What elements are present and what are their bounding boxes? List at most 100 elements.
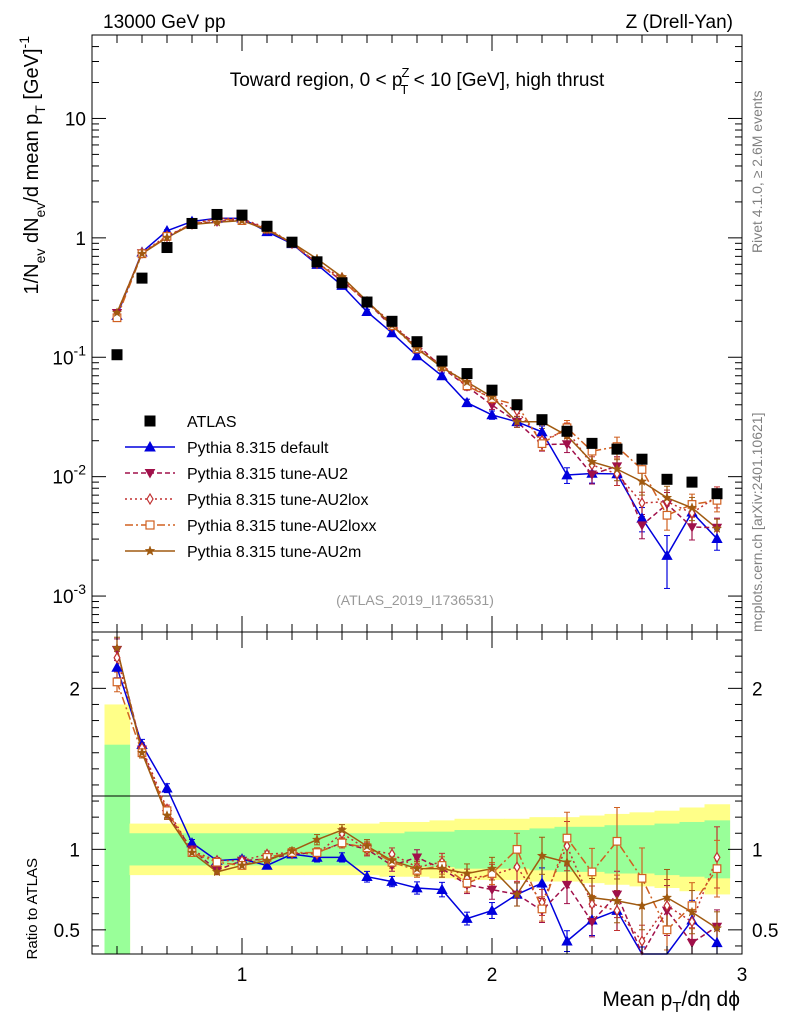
atlas-data-point [411,336,423,348]
atlas-data-point [336,277,348,289]
ratio-data-point [136,747,148,758]
x-axis-label: Mean pT/dη dϕ [602,988,740,1016]
y-label-part: T [32,105,48,114]
y-tick-label: 10-3 [52,581,86,608]
atlas-data-point [211,208,223,220]
ratio-data-point [113,651,121,664]
atlas-data-point [136,272,148,284]
title-text-lead: Toward region, 0 < p [230,70,403,91]
ratio-data-point [661,892,673,903]
ratio-data-point [486,904,498,915]
ratio-tick-label-right: 2 [752,679,763,700]
y-tick-exponent: -3 [74,581,87,597]
main-data-point [561,469,573,480]
ratio-data-point [686,906,698,917]
main-data-point [561,440,573,450]
ratio-data-point [511,888,523,899]
title-text-rest: < 10 [GeV], high thrust [408,70,605,91]
ratio-data-point [486,863,498,874]
atlas-data-point [261,220,273,232]
y-tick-base: 10 [52,348,73,369]
atlas-data-point [486,384,498,396]
ratio-data-point [411,882,423,893]
atlas-data-point [111,349,123,361]
ratio-data-point [111,661,123,672]
uncertainty-band-inner [654,823,681,876]
ratio-data-point [436,863,448,874]
ratio-tick-label: 2 [69,679,80,700]
ratio-markers [111,642,723,949]
ratio-data-point [211,866,223,877]
y-tick-exponent: -1 [74,342,87,358]
ratio-series-lines [116,647,718,956]
ratio-data-point [161,810,173,820]
ratio-data-point [462,878,472,888]
ratio-data-point [411,853,423,863]
main-data-point [711,532,723,544]
atlas-data-point [386,315,398,327]
main-data-point [638,497,646,509]
ratio-data-point [236,859,248,870]
main-data-point [361,305,373,317]
legend-label: Pythia 8.315 tune-AU2 [187,466,348,483]
atlas-data-point [286,236,298,248]
atlas-data-point [311,256,323,268]
atlas-data-point [586,437,598,449]
main-data-point [111,307,123,318]
main-data-point [661,492,673,503]
analysis-tag: (ATLAS_2019_I1736531) [336,592,494,608]
legend-label: ATLAS [187,414,237,431]
ratio-series-line [116,657,718,943]
y-tick-base: 10 [52,468,73,489]
ratio-series-line [116,667,718,955]
y-label-part: [GeV] [21,48,43,105]
atlas-data-point [636,453,648,465]
ratio-data-point [411,863,423,874]
ratio-data-point [312,848,322,857]
ratio-data-point [186,847,198,858]
ratio-tick-label-right: 0.5 [752,921,778,942]
collision-label: 13000 GeV pp [103,12,226,33]
ratio-tick-label-right: 1 [752,840,763,861]
mcplots-label: mcplots.cern.ch [arXiv:2401.10621] [749,413,765,632]
ratio-uncertainty-bands [104,704,731,954]
ratio-data-point [688,915,696,928]
ratio-data-point [261,859,273,870]
process-label: Z (Drell-Yan) [626,12,733,33]
ratio-data-point [461,912,473,923]
legend-marker [145,520,155,530]
ratio-data-point [486,885,498,895]
main-data-point [586,470,598,480]
ratio-data-point [586,892,598,903]
ratio-panel: 0.5 0.5 1 1 2 2 1 2 3 Ratio to ATLAS [24,631,778,986]
title-subscript: T [400,82,408,97]
ratio-data-point [212,857,222,867]
legend-marker [144,469,156,479]
x-label-part: Mean p [602,988,672,1011]
legend-marker [144,545,156,556]
main-data-point [586,456,598,467]
y-tick-label: 1 [75,229,86,250]
atlas-data-point [186,217,198,229]
x-tick-label: 3 [737,965,748,986]
ratio-data-point [311,834,323,845]
main-data-point [537,439,547,449]
main-data-point [161,232,173,243]
ratio-data-point [461,867,473,878]
atlas-data-point [461,368,473,380]
ratio-data-point [711,922,723,933]
y-label-part: dN [21,217,43,248]
x-tick-label: 1 [237,965,248,986]
y-tick-base: 10 [52,587,73,608]
ratio-data-point [513,861,521,874]
atlas-data-point [361,296,373,308]
main-data-point [661,549,673,560]
main-data-point [136,248,148,259]
ratio-data-point [561,880,573,891]
main-data-point [686,502,698,513]
atlas-data-point [511,399,523,411]
atlas-data-point [561,425,573,437]
ratio-data-point [261,855,273,866]
